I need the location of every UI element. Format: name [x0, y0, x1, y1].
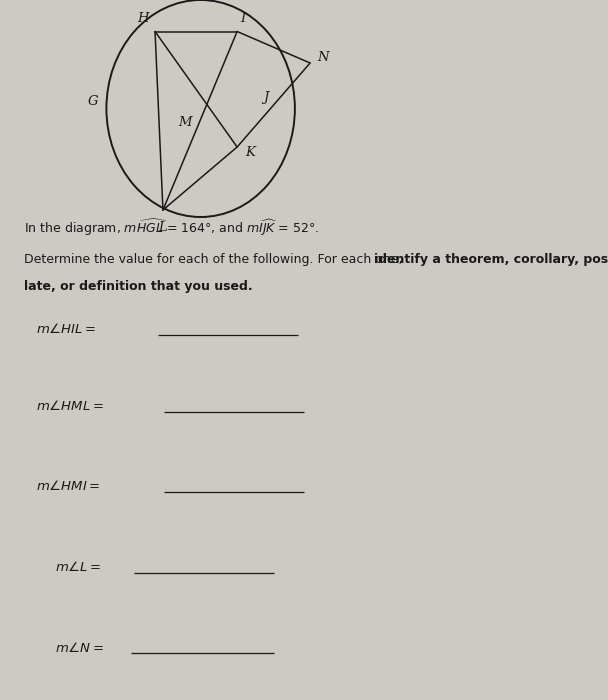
Text: I: I [241, 13, 246, 25]
Text: G: G [88, 95, 98, 108]
Text: $m\angle N = $: $m\angle N = $ [55, 640, 103, 654]
Text: $m\angle HIL = $: $m\angle HIL = $ [36, 322, 97, 336]
Text: $m\angle HML = $: $m\angle HML = $ [36, 399, 104, 413]
Text: In the diagram, $m\widehat{HGL}$ = 164°, and $m\widehat{IJK}$ = 52°.: In the diagram, $m\widehat{HGL}$ = 164°,… [24, 218, 319, 238]
Text: Determine the value for each of the following. For each one,: Determine the value for each of the foll… [24, 253, 407, 266]
Text: identify a theorem, corollary, postu-: identify a theorem, corollary, postu- [374, 253, 608, 266]
Text: N: N [317, 51, 330, 64]
Text: M: M [179, 116, 192, 129]
Text: J: J [263, 92, 268, 104]
Text: $m\angle HMI = $: $m\angle HMI = $ [36, 480, 101, 494]
Text: L: L [159, 221, 167, 234]
Text: late, or definition that you used.: late, or definition that you used. [24, 279, 253, 293]
Text: H: H [137, 13, 148, 25]
Text: $m\angle L = $: $m\angle L = $ [55, 560, 101, 574]
Text: K: K [246, 146, 255, 159]
